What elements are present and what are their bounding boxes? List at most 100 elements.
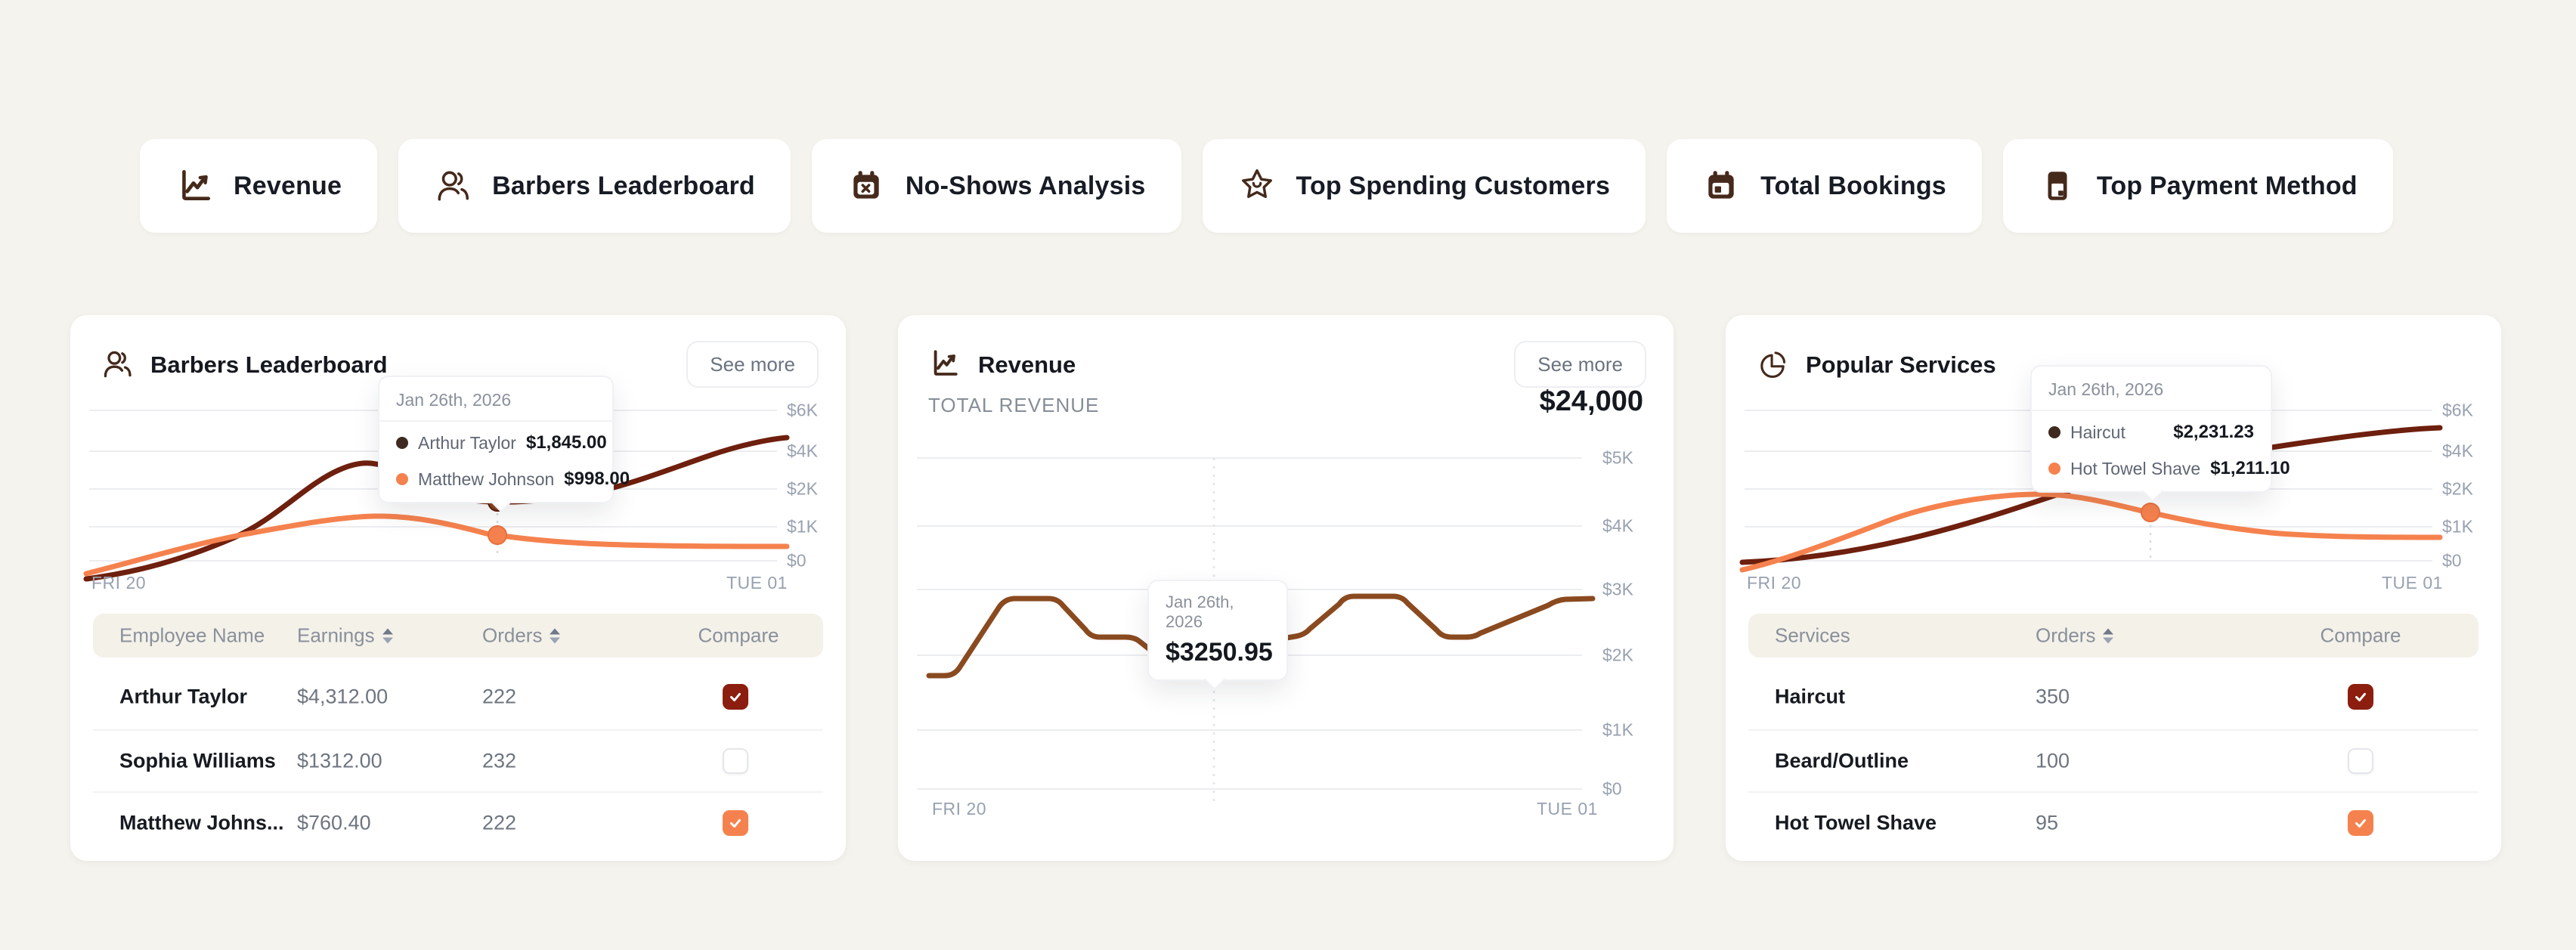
x-tick: TUE 01 (726, 573, 788, 593)
column-header-compare: Compare (698, 624, 779, 647)
table-row: Matthew Johns... $760.40 222 (101, 797, 816, 849)
tooltip-series-value: $2,231.23 (2173, 422, 2254, 442)
table-header-row: Services Orders Compare (1748, 614, 2478, 658)
row-divider (93, 791, 823, 793)
card-revenue: Revenue See more TOTAL REVENUE $24,000 $… (898, 315, 1673, 861)
y-tick: $4K (1602, 515, 1633, 536)
column-header-orders[interactable]: Orders (482, 624, 561, 648)
compare-checkbox[interactable] (2348, 748, 2373, 774)
x-tick: TUE 01 (1537, 799, 1598, 818)
employee-name: Arthur Taylor (119, 685, 248, 708)
compare-checkbox[interactable] (723, 684, 748, 710)
y-tick: $2K (1602, 645, 1633, 665)
earnings-value: $760.40 (297, 811, 371, 834)
x-tick: TUE 01 (2382, 573, 2443, 593)
employee-name: Sophia Williams (119, 749, 276, 772)
compare-checkbox[interactable] (723, 810, 748, 836)
tooltip-date: Jan 26th, 2026 (1166, 593, 1234, 631)
nav-label: Barbers Leaderboard (492, 171, 755, 200)
row-divider (1748, 729, 2478, 731)
line-chart-icon (933, 350, 958, 376)
card-title: Revenue (978, 351, 1076, 378)
nav-total-bookings-button[interactable]: Total Bookings (1667, 139, 1982, 233)
sort-icon[interactable] (382, 628, 393, 643)
orders-value: 350 (2036, 685, 2070, 708)
tooltip-date: Jan 26th, 2026 (2048, 379, 2164, 399)
sort-icon[interactable] (2103, 628, 2114, 643)
nav-top-payment-button[interactable]: Top Payment Method (2002, 139, 2393, 233)
service-name: Hot Towel Shave (1775, 811, 1937, 834)
x-tick: FRI 20 (932, 799, 987, 818)
table-row: Haircut 350 (1756, 670, 2471, 723)
card-title: Popular Services (1806, 351, 1996, 378)
people-icon (438, 171, 469, 201)
y-tick: $6K (2442, 400, 2473, 420)
tooltip-value: $3250.95 (1166, 638, 1273, 667)
see-more-button[interactable]: See more (686, 341, 819, 388)
table-row: Hot Towel Shave 95 (1756, 797, 2471, 849)
series-matthew-johnson (83, 513, 790, 577)
orders-value: 95 (2036, 811, 2059, 834)
nav-label: Revenue (234, 171, 342, 200)
table-row: Arthur Taylor $4,312.00 222 (101, 670, 816, 723)
earnings-value: $4,312.00 (297, 685, 389, 708)
nav-label: No-Shows Analysis (905, 171, 1146, 200)
chart-tooltip: Jan 26th, 2026 $3250.95 (1147, 580, 1288, 681)
y-tick: $1K (2442, 516, 2473, 537)
tooltip-series-name: Matthew Johnson (418, 469, 555, 489)
y-tick: $1K (787, 516, 818, 537)
total-revenue-label: TOTAL REVENUE (928, 394, 1100, 416)
compare-checkbox[interactable] (723, 748, 748, 774)
line-chart-icon (182, 169, 211, 200)
tooltip-series-value: $1,211.10 (2210, 458, 2290, 478)
y-tick: $6K (787, 400, 818, 420)
chart-tooltip: Jan 26th, 2026 Arthur Taylor $1,845.00 M… (378, 376, 630, 503)
nav-label: Top Spending Customers (1296, 171, 1611, 200)
tooltip-row: Matthew Johnson $998.00 (379, 461, 630, 502)
column-header-orders[interactable]: Orders (2036, 624, 2114, 648)
series-dot (396, 473, 408, 485)
column-header-services: Services (1775, 624, 1850, 647)
card-popular-services: Popular Services $6K $4K $2K $1K $0 FRI … (1726, 315, 2501, 861)
tooltip-series-name: Hot Towel Shave (2070, 458, 2201, 478)
orders-value: 222 (482, 811, 517, 834)
y-tick: $3K (1602, 579, 1633, 599)
series-hot-towel-shave (1739, 491, 2443, 573)
nav-label: Total Bookings (1760, 171, 1946, 200)
star-customer-icon (1241, 169, 1272, 198)
series-dot (2048, 426, 2060, 438)
y-tick: $1K (1602, 719, 1633, 740)
payment-card-icon (2048, 172, 2067, 200)
tooltip-series-name: Arthur Taylor (418, 432, 516, 453)
tooltip-row: Hot Towel Shave $1,211.10 (2032, 450, 2290, 491)
x-tick: FRI 20 (1747, 573, 1802, 593)
series-dot (396, 437, 408, 449)
tooltip-divider (379, 420, 612, 422)
pie-chart-icon (1760, 351, 1786, 379)
table-row: Beard/Outline 100 (1756, 735, 2471, 788)
card-barbers-leaderboard: Barbers Leaderboard See more $6K $4K $2K… (70, 315, 846, 861)
employee-name: Matthew Johns... (119, 811, 284, 834)
card-title: Barbers Leaderboard (150, 351, 388, 378)
nav-no-shows-button[interactable]: No-Shows Analysis (811, 139, 1181, 233)
y-tick: $2K (787, 478, 818, 499)
nav-barbers-leaderboard-button[interactable]: Barbers Leaderboard (398, 139, 791, 233)
y-tick: $0 (1602, 778, 1622, 799)
y-tick: $5K (1602, 447, 1633, 468)
see-more-button[interactable]: See more (1514, 341, 1646, 388)
nav-top-spending-button[interactable]: Top Spending Customers (1202, 139, 1646, 233)
tooltip-series-value: $998.00 (564, 469, 630, 489)
service-name: Haircut (1775, 685, 1846, 708)
y-tick: $2K (2442, 478, 2473, 499)
metric-nav: Revenue Barbers Leaderboard No-Shows Ana… (140, 139, 2393, 233)
column-header-earnings[interactable]: Earnings (297, 624, 393, 648)
compare-checkbox[interactable] (2348, 684, 2373, 710)
compare-checkbox[interactable] (2348, 810, 2373, 836)
sort-icon[interactable] (550, 628, 561, 643)
tooltip-date: Jan 26th, 2026 (396, 390, 512, 410)
dashboard-cards: Barbers Leaderboard See more $6K $4K $2K… (70, 315, 2501, 861)
column-header-employee-name: Employee Name (119, 624, 265, 647)
nav-revenue-button[interactable]: Revenue (140, 139, 378, 233)
total-revenue-value: $24,000 (1539, 385, 1643, 417)
orders-value: 100 (2036, 749, 2070, 772)
